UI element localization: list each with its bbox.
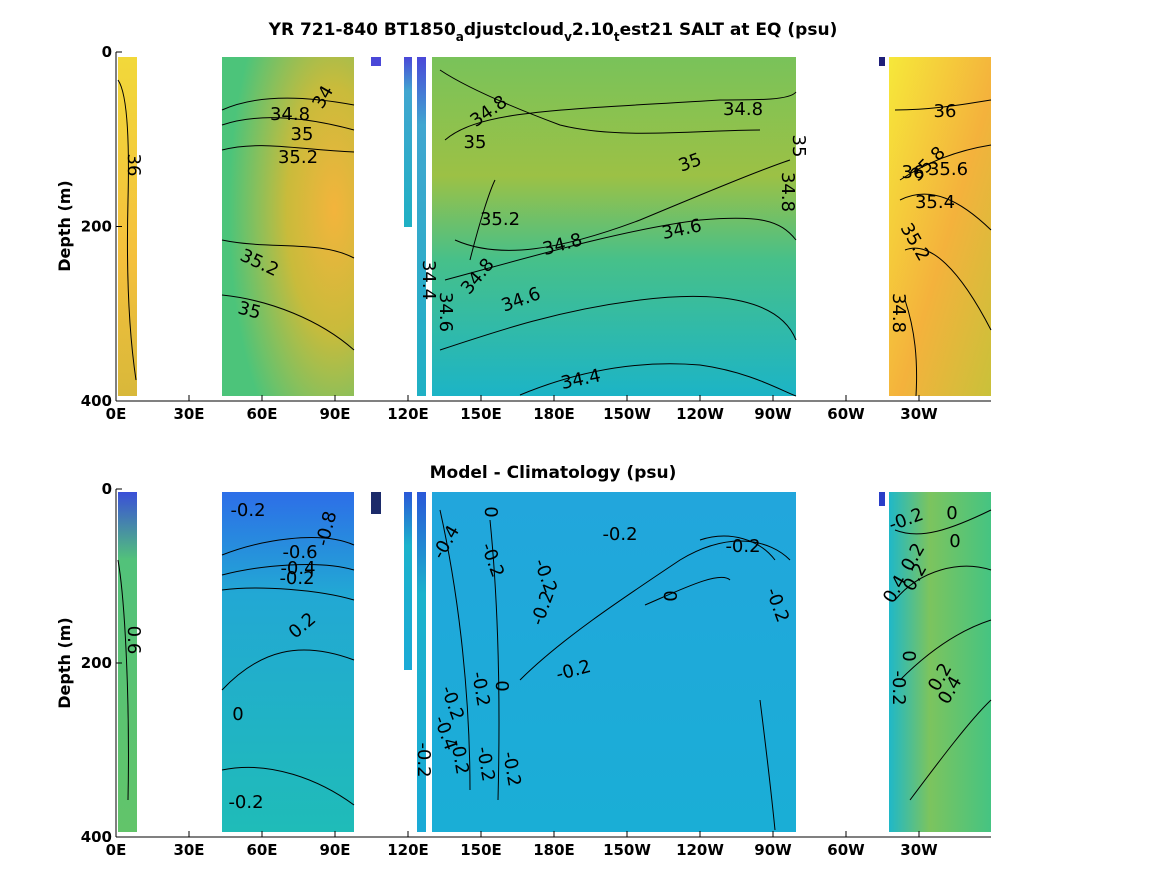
x-tick-label: 60E xyxy=(246,405,277,423)
data-panel-120e-a xyxy=(404,57,412,227)
contour-lines xyxy=(117,69,992,397)
contour-label: -0.2 xyxy=(279,568,314,589)
contour-label: 34.8 xyxy=(723,99,763,120)
x-tick-label: 120W xyxy=(676,841,724,859)
x-tick-label: 90W xyxy=(754,841,792,859)
contour-label: 0 xyxy=(949,531,960,552)
x-tick-label: 0E xyxy=(106,405,127,423)
data-speck-45w xyxy=(879,492,885,506)
contour-label: 34.4 xyxy=(418,260,439,300)
y-tick-label: 0 xyxy=(102,480,112,498)
contour-label: 35.2 xyxy=(278,147,318,168)
contour-label: 36 xyxy=(902,162,925,183)
x-tick-label: 120E xyxy=(387,405,429,423)
contour-label: 0 xyxy=(659,590,680,601)
y-tick-label: 400 xyxy=(81,828,112,846)
contour-label: 0 xyxy=(898,650,919,661)
salinity-section-chart: YR 721-840 BT1850adjustcloudv2.10test21 … xyxy=(55,20,992,423)
y-axis-ticks: 0 200 400 xyxy=(81,480,122,846)
contour-label: 35.6 xyxy=(928,159,968,180)
data-panel-0e xyxy=(118,492,137,832)
data-speck-105e xyxy=(371,492,381,514)
x-tick-label: 60W xyxy=(827,405,865,423)
y-tick-label: 200 xyxy=(81,218,112,236)
contour-label: 36 xyxy=(123,154,144,177)
y-tick-label: 0 xyxy=(102,43,112,61)
x-tick-label: 120W xyxy=(676,405,724,423)
chart-title: YR 721-840 BT1850adjustcloudv2.10test21 … xyxy=(268,20,838,44)
chart-title: Model - Climatology (psu) xyxy=(430,463,677,483)
contour-label: 34.8 xyxy=(888,293,909,333)
data-panel-120e-a xyxy=(404,492,412,670)
data-panel-120e-b xyxy=(417,57,426,396)
contour-label: -0.4 xyxy=(280,558,315,579)
x-tick-label: 30W xyxy=(900,405,938,423)
contour-label: 35 xyxy=(291,124,314,145)
x-tick-label: 150W xyxy=(603,405,651,423)
contour-label: 35 xyxy=(788,135,809,158)
contour-label: -0.2 xyxy=(725,536,760,557)
data-panel-indian-ocean xyxy=(222,57,354,396)
contour-label: 35 xyxy=(464,132,487,153)
contour-label: -0.2 xyxy=(888,670,909,705)
contour-label: 34.6 xyxy=(435,292,456,332)
contour-label: -0.2 xyxy=(602,524,637,545)
x-tick-label: 120E xyxy=(387,841,429,859)
contour-label: 0 xyxy=(946,503,957,524)
contour-label: 35.4 xyxy=(915,192,955,213)
x-tick-label: 60W xyxy=(827,841,865,859)
data-panel-atlantic xyxy=(889,57,991,396)
contour-label: 34.8 xyxy=(270,104,310,125)
x-tick-label: 150W xyxy=(603,841,651,859)
x-tick-label: 150E xyxy=(460,405,502,423)
contour-label: -0.6 xyxy=(282,542,317,563)
x-tick-label: 180E xyxy=(533,405,575,423)
data-panel-120e-b xyxy=(417,492,426,832)
contour-label: -0.2 xyxy=(413,742,434,777)
contour-label: 0 xyxy=(480,506,501,517)
y-tick-label: 200 xyxy=(81,654,112,672)
contour-lines xyxy=(117,509,992,831)
contour-label: -0.2 xyxy=(228,792,263,813)
contour-label: 36 xyxy=(934,101,957,122)
x-tick-label: 30E xyxy=(173,841,204,859)
x-axis-ticks: 0E 30E 60E 90E 120E 150E 180E 150W 120W 90W 60W 30W xyxy=(106,395,938,423)
x-tick-label: 90E xyxy=(319,841,350,859)
contour-label: 34.8 xyxy=(777,172,798,212)
contour-label: 0 xyxy=(491,680,512,691)
y-tick-label: 400 xyxy=(81,392,112,410)
data-panel-indian-ocean xyxy=(222,492,354,832)
contour-label: 0 xyxy=(232,704,243,725)
x-tick-label: 60E xyxy=(246,841,277,859)
data-speck-45w xyxy=(879,57,885,66)
x-tick-label: 90E xyxy=(319,405,350,423)
contour-label: -0.2 xyxy=(230,500,265,521)
x-tick-label: 90W xyxy=(754,405,792,423)
y-axis-label: Depth (m) xyxy=(55,617,74,709)
data-speck-105e xyxy=(371,57,381,66)
x-axis-ticks: 0E 30E 60E 90E 120E 150E 180E 150W 120W 90W 60W 30W xyxy=(106,831,938,859)
y-axis-ticks: 0 200 400 xyxy=(81,43,122,410)
data-panel-atlantic xyxy=(889,492,991,832)
x-tick-label: 30E xyxy=(173,405,204,423)
x-tick-label: 180E xyxy=(533,841,575,859)
model-minus-climatology-chart: Model - Climatology (psu) xyxy=(55,463,992,859)
x-tick-label: 30W xyxy=(900,841,938,859)
y-axis-label: Depth (m) xyxy=(55,180,74,272)
x-tick-label: 150E xyxy=(460,841,502,859)
contour-label: 0.6 xyxy=(123,626,144,655)
x-tick-label: 0E xyxy=(106,841,127,859)
data-panel-pacific xyxy=(432,57,796,396)
contour-label: 35.2 xyxy=(480,209,520,230)
